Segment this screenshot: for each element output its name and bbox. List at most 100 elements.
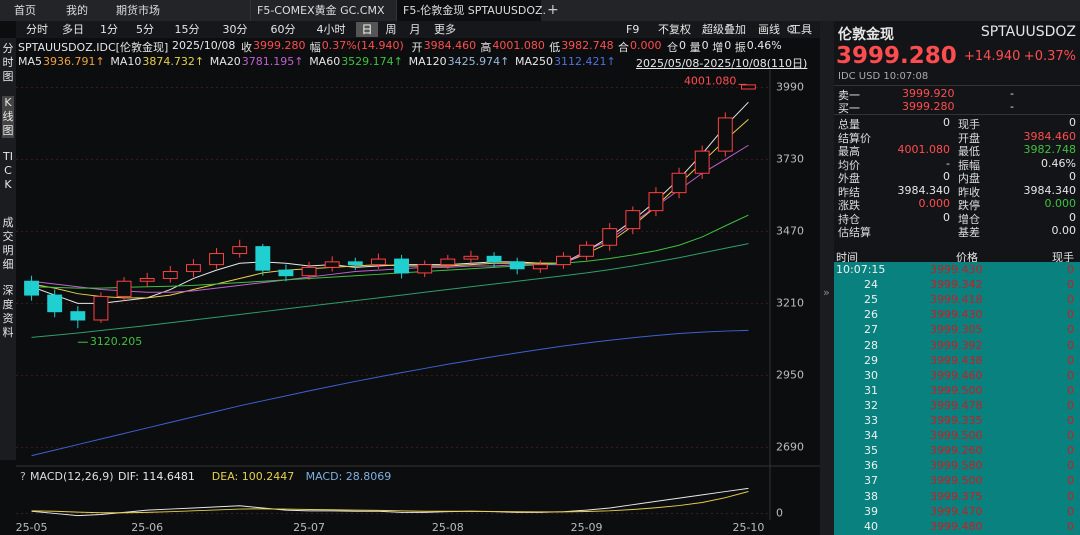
separator <box>834 114 1080 115</box>
period-button[interactable]: 30分 <box>222 23 248 36</box>
info-value: 3982.748 <box>561 39 614 52</box>
stat-value: 0.000 <box>918 197 951 210</box>
tick-price: 3999.470 <box>930 504 983 518</box>
side-tab[interactable]: 深度资料 <box>2 284 14 339</box>
tick-time: 24 <box>864 278 878 292</box>
tick-price: 3999.580 <box>930 459 983 473</box>
ma-label: MA60 <box>309 55 341 68</box>
period-button[interactable]: 日 <box>356 22 378 37</box>
settings-icon[interactable]: ⚙ <box>786 23 796 36</box>
info-label: 收 <box>241 41 252 54</box>
high-annotation: 4001.080 <box>684 74 737 87</box>
tick-volume: 0 <box>1067 323 1074 337</box>
period-button[interactable]: 更多 <box>434 23 456 36</box>
stat-label: 估结算 <box>838 226 871 239</box>
tick-time: 38 <box>864 489 878 503</box>
period-button[interactable]: 周 <box>385 23 397 36</box>
period-button[interactable]: 1分 <box>100 23 118 36</box>
candle-body <box>24 280 39 296</box>
side-tab[interactable]: 成交明细 <box>2 216 14 271</box>
period-button[interactable]: 4小时 <box>316 23 346 36</box>
info-label: 高 <box>480 41 492 54</box>
tab[interactable]: 期货市场 <box>116 4 160 17</box>
stat-label: 昨收 <box>958 185 980 199</box>
ma-value: 3874.732↑ <box>142 55 205 68</box>
info-value: 0.000 <box>630 39 662 52</box>
tick-time: 37 <box>864 474 878 488</box>
x-tick-label: 25-07 <box>293 521 325 534</box>
tool-button[interactable]: F9 <box>626 23 640 36</box>
quote-price: 3999.280 <box>836 43 957 69</box>
divider[interactable]: » <box>820 21 834 535</box>
period-button[interactable]: 月 <box>409 23 421 36</box>
side-tab[interactable]: K线图 <box>2 96 14 138</box>
period-button[interactable]: 分时 <box>26 23 48 36</box>
tick-volume: 0 <box>1067 278 1074 292</box>
tab[interactable]: F5-COMEX黄金 GC.CMX <box>250 0 395 21</box>
candle-body <box>556 255 571 266</box>
tick-volume: 0 <box>1067 519 1074 533</box>
candle-body <box>255 246 271 271</box>
tick-volume: 0 <box>1067 398 1074 412</box>
ma-label: MA250 <box>515 55 554 68</box>
tick-volume: 0 <box>1067 444 1074 458</box>
tool-button[interactable]: 画线 <box>758 23 780 36</box>
info-label: 量 <box>689 41 701 54</box>
candle-body <box>93 295 109 321</box>
tool-button[interactable]: 工具 <box>790 23 812 36</box>
tick-price: 3999.430 <box>930 263 983 276</box>
side-tab[interactable]: TICK <box>3 150 13 191</box>
tick-time: 27 <box>864 323 878 337</box>
period-button[interactable]: 15分 <box>174 23 200 36</box>
candle-body <box>694 150 710 174</box>
tick-time: 25 <box>864 293 878 307</box>
tick-time: 29 <box>864 353 878 367</box>
candle-body <box>671 172 687 194</box>
info-label: 开 <box>411 41 423 54</box>
tool-button[interactable]: 超级叠加 <box>702 23 746 36</box>
period-button[interactable]: 60分 <box>270 23 296 36</box>
quote-pct: +0.37% <box>1023 49 1076 64</box>
tick-volume: 0 <box>1067 414 1074 427</box>
tab[interactable]: 首页 <box>14 4 36 17</box>
date-range: 2025/05/08-2025/10/08(110日) <box>636 57 808 70</box>
book-price: 3999.920 <box>902 87 955 100</box>
ma-label: MA5 <box>18 55 43 68</box>
candle-body <box>371 258 386 266</box>
info-value: 4001.080 <box>492 39 545 52</box>
candle-body <box>116 280 132 297</box>
info-label: 仓 <box>667 41 678 54</box>
side-tab[interactable]: 分时图 <box>2 42 14 83</box>
macd-line <box>31 487 749 517</box>
book-volume: - <box>1010 100 1014 113</box>
stat-label: 内盘 <box>958 172 980 185</box>
stat-value: 3982.748 <box>1023 143 1077 156</box>
tab[interactable]: F5-伦敦金现 SPTAUUSDOZ. <box>396 0 546 21</box>
side-tabs: 分时图 K线图 TICK 成交明细深度资料 <box>0 38 16 460</box>
y-tick-label: 3210 <box>776 296 804 309</box>
tick-time: 28 <box>864 338 878 352</box>
tab[interactable]: 我的 <box>66 4 88 17</box>
help-icon: ? <box>20 470 26 483</box>
tick-time: 32 <box>864 398 878 412</box>
period-button[interactable]: 5分 <box>136 23 154 36</box>
info-value: 3984.460 <box>423 39 477 52</box>
new-tab[interactable]: + <box>547 2 559 18</box>
date: 2025/10/08 <box>172 39 236 52</box>
candle-body <box>532 264 548 270</box>
x-tick-label: 25-06 <box>131 521 163 534</box>
tick-price: 3999.375 <box>930 489 983 503</box>
stat-label: 持仓 <box>838 212 860 226</box>
stat-value: 0.000 <box>1044 197 1077 210</box>
stat-label: 基差 <box>958 226 980 239</box>
stat-value: 0 <box>1069 210 1076 224</box>
y-tick-label: 2950 <box>776 368 804 381</box>
stat-value: 0.00 <box>1051 224 1077 237</box>
ma-value: 3425.974↑ <box>447 55 510 68</box>
candle-body <box>579 244 594 257</box>
tool-button[interactable]: 不复权 <box>658 23 691 36</box>
period-button[interactable]: 多日 <box>62 23 84 36</box>
y-tick-label: 3470 <box>776 224 804 237</box>
tick-price: 3999.500 <box>930 429 983 443</box>
candle-body <box>625 210 641 230</box>
